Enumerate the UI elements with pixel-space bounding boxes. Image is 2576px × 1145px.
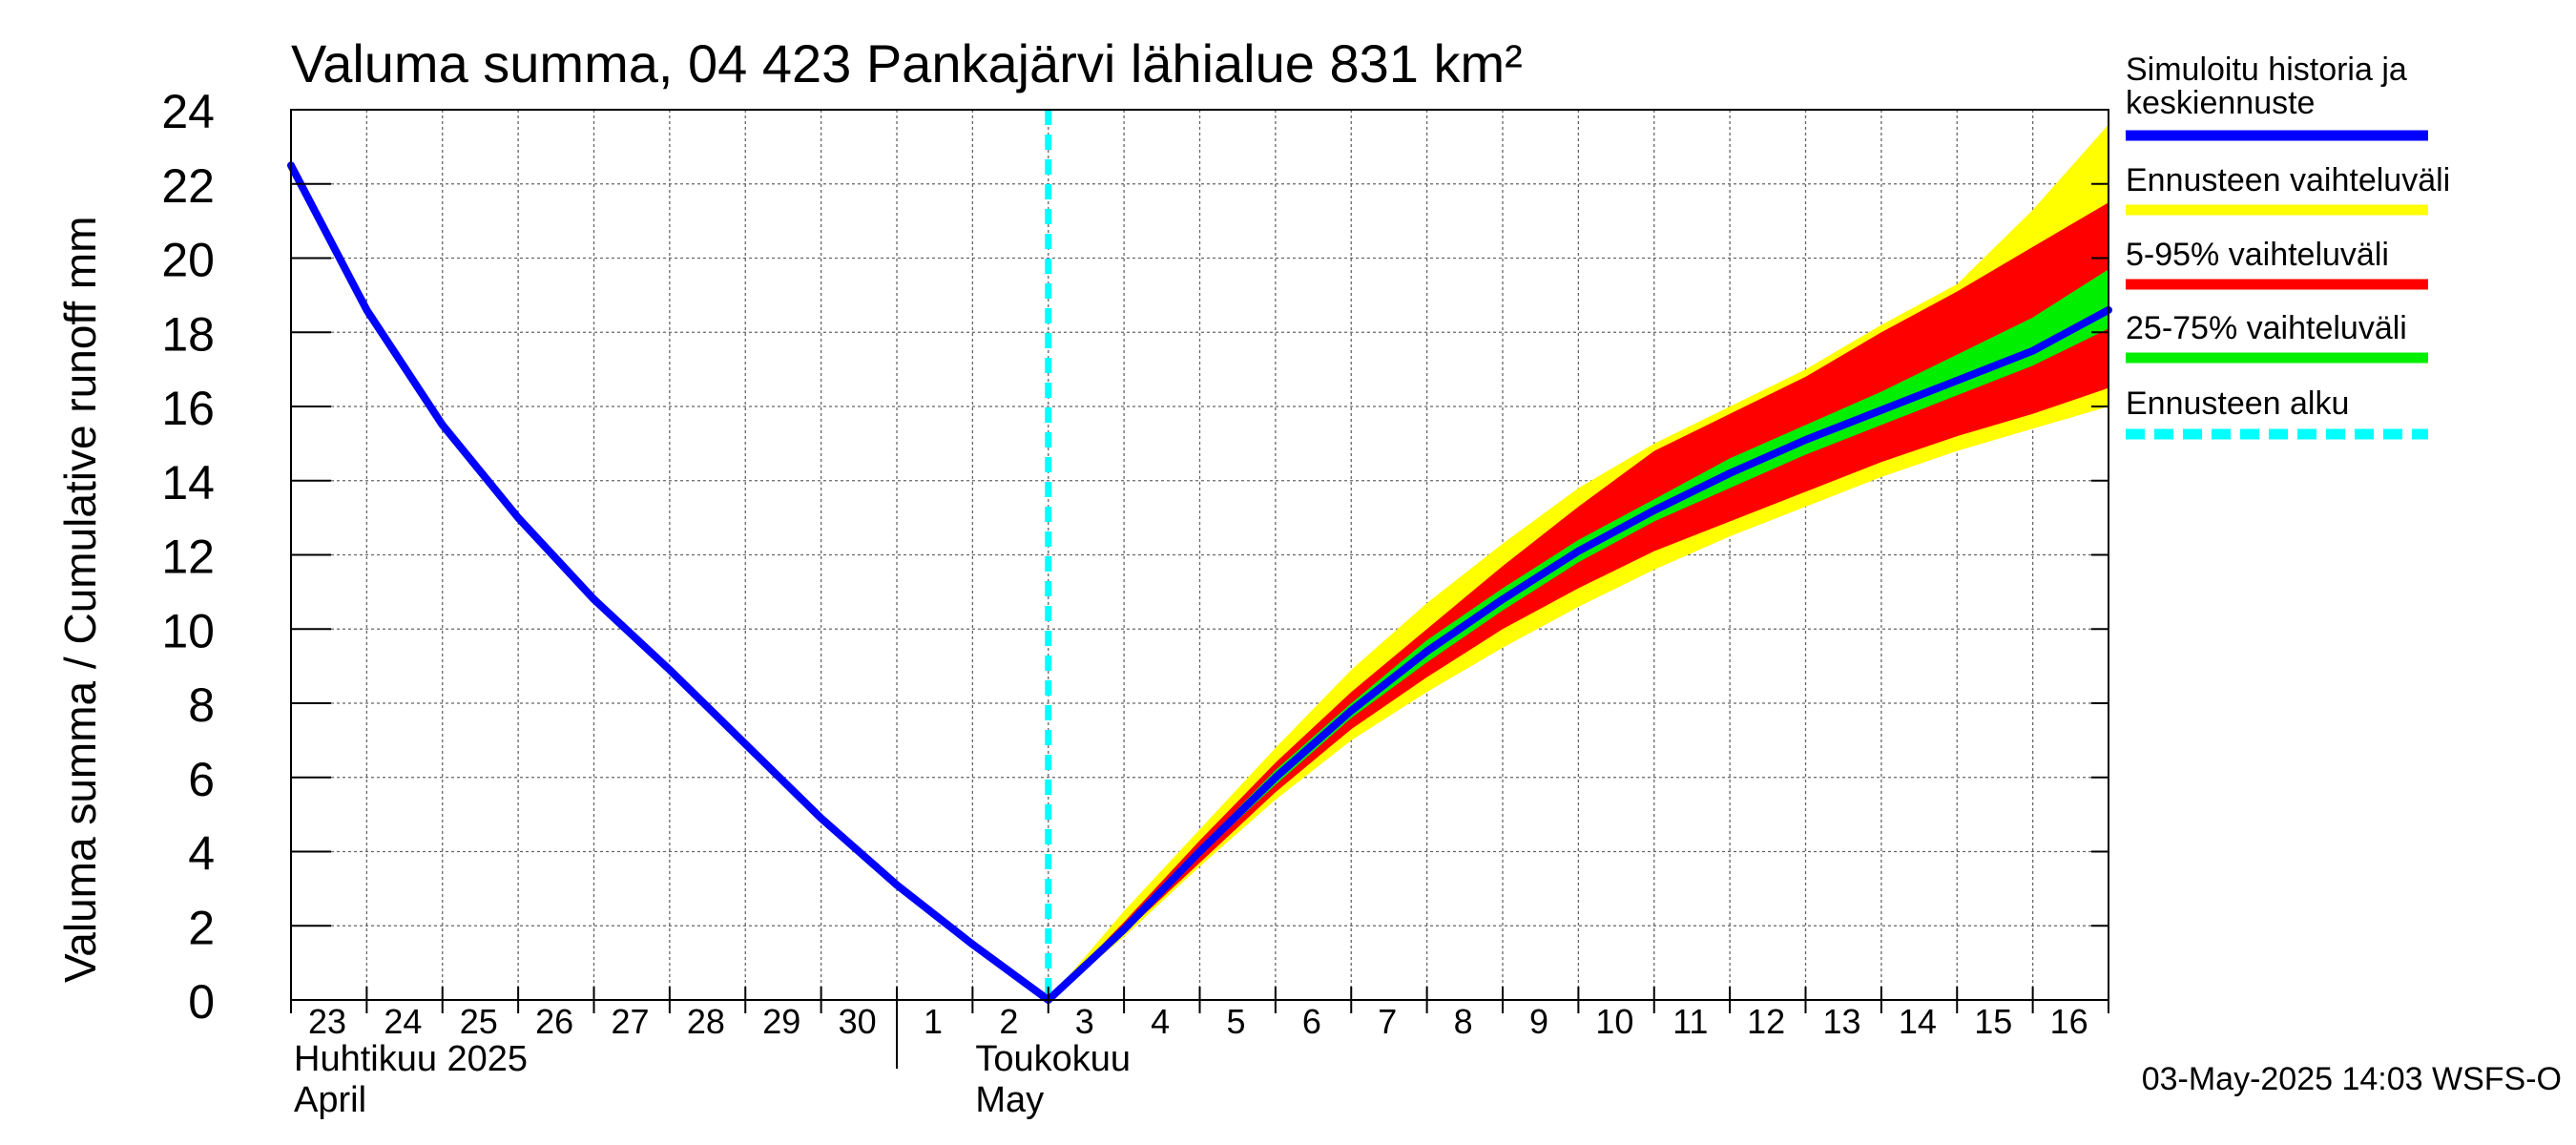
y-tick-label: 0	[188, 975, 215, 1029]
legend-label: keskiennuste	[2126, 85, 2315, 121]
plot-area	[287, 110, 2112, 1004]
x-tick-label: 15	[1974, 1002, 2012, 1041]
x-tick-label: 8	[1454, 1002, 1473, 1041]
x-tick-label: 6	[1302, 1002, 1321, 1041]
band-2	[1048, 202, 2109, 1000]
y-tick-label: 20	[161, 234, 215, 287]
x-tick-label: 4	[1151, 1002, 1170, 1041]
x-tick-label: 29	[762, 1002, 800, 1041]
month-label-en: May	[975, 1080, 1044, 1120]
x-tick-label: 5	[1226, 1002, 1245, 1041]
x-tick-label: 16	[2050, 1002, 2088, 1041]
y-tick-label: 6	[188, 753, 215, 806]
x-tick-label: 23	[308, 1002, 346, 1041]
y-axis-label: Valuma summa / Cumulative runoff mm	[55, 216, 105, 983]
x-tick-label: 30	[839, 1002, 877, 1041]
x-tick-label: 26	[535, 1002, 573, 1041]
legend-label: Simuloitu historia ja	[2126, 52, 2407, 88]
x-tick-label: 13	[1822, 1002, 1860, 1041]
y-tick-label: 10	[161, 604, 215, 657]
month-label-en: April	[294, 1080, 366, 1120]
legend-label: 25-75% vaihteluväli	[2126, 310, 2407, 346]
x-tick-label: 14	[1899, 1002, 1937, 1041]
month-label: Toukokuu	[975, 1039, 1131, 1079]
x-tick-label: 7	[1378, 1002, 1397, 1041]
band-3	[1048, 269, 2109, 1000]
x-tick-label: 10	[1595, 1002, 1633, 1041]
x-tick-label: 11	[1672, 1002, 1708, 1041]
x-tick-label: 2	[999, 1002, 1018, 1041]
x-tick-label: 24	[384, 1002, 422, 1041]
x-tick-label: 28	[687, 1002, 725, 1041]
y-tick-label: 4	[188, 827, 215, 881]
y-tick-label: 14	[161, 456, 215, 510]
footer-timestamp: 03-May-2025 14:03 WSFS-O	[2142, 1061, 2562, 1097]
y-tick-label: 22	[161, 159, 215, 213]
legend-label: 5-95% vaihteluväli	[2126, 237, 2389, 273]
x-tick-label: 1	[924, 1002, 943, 1041]
x-tick-label: 25	[460, 1002, 498, 1041]
x-tick-label: 27	[611, 1002, 649, 1041]
x-tick-label: 12	[1747, 1002, 1785, 1041]
y-tick-label: 8	[188, 678, 215, 732]
x-tick-label: 3	[1075, 1002, 1094, 1041]
y-tick-label: 16	[161, 382, 215, 435]
chart-title: Valuma summa, 04 423 Pankajärvi lähialue…	[291, 33, 1523, 94]
y-tick-label: 2	[188, 901, 215, 954]
legend-label: Ennusteen vaihteluväli	[2126, 162, 2450, 198]
x-tick-label: 9	[1529, 1002, 1548, 1041]
legend-label: Ennusteen alku	[2126, 385, 2349, 422]
month-label: Huhtikuu 2025	[294, 1039, 528, 1079]
y-tick-label: 24	[161, 85, 215, 138]
y-tick-label: 18	[161, 307, 215, 361]
y-tick-label: 12	[161, 531, 215, 584]
